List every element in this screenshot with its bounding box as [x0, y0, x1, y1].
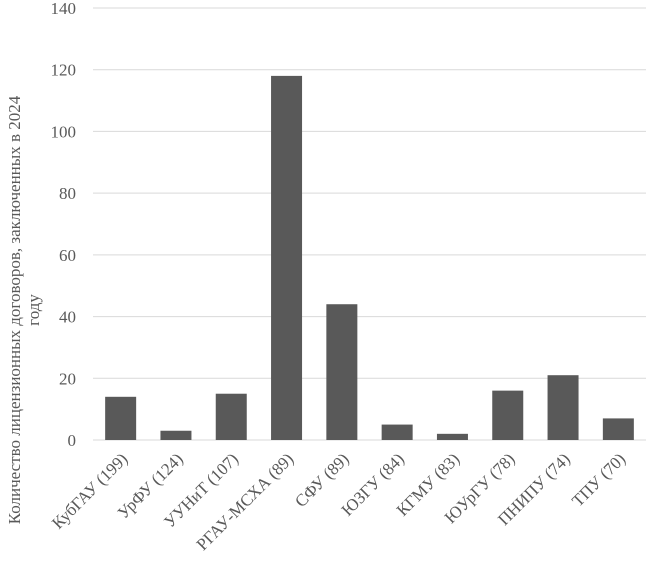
y-tick-label: 20 — [59, 369, 76, 388]
x-tick-label: РГАУ-МСХА (89) — [193, 449, 298, 554]
bar — [602, 418, 634, 440]
bars — [105, 75, 634, 440]
y-tick-label: 80 — [59, 184, 76, 203]
y-tick-label: 0 — [68, 431, 77, 450]
y-tick-labels: 0 20 40 60 80 100 120 140 — [51, 0, 77, 450]
bar — [160, 430, 192, 440]
gridlines — [93, 7, 646, 441]
y-axis-label-line1: Количество лицензионных договоров, заклю… — [5, 95, 24, 524]
bar — [105, 396, 137, 440]
y-tick-label: 60 — [59, 246, 76, 265]
bar — [381, 424, 413, 440]
bar — [215, 393, 247, 440]
y-tick-label: 40 — [59, 308, 76, 327]
bar — [547, 375, 579, 440]
bar — [326, 304, 358, 440]
bar — [271, 75, 303, 440]
y-tick-label: 140 — [51, 0, 77, 18]
bar — [492, 390, 524, 440]
y-tick-label: 120 — [51, 61, 77, 80]
x-tick-label: КубГАУ (199) — [48, 449, 131, 532]
bar — [436, 433, 468, 440]
x-tick-label: ТПУ (70) — [568, 449, 629, 510]
y-tick-label: 100 — [51, 122, 77, 141]
x-tick-labels: КубГАУ (199)УрФУ (124)УУНиТ (107)РГАУ-МС… — [48, 449, 629, 554]
y-axis-label-line2: году — [24, 294, 43, 326]
